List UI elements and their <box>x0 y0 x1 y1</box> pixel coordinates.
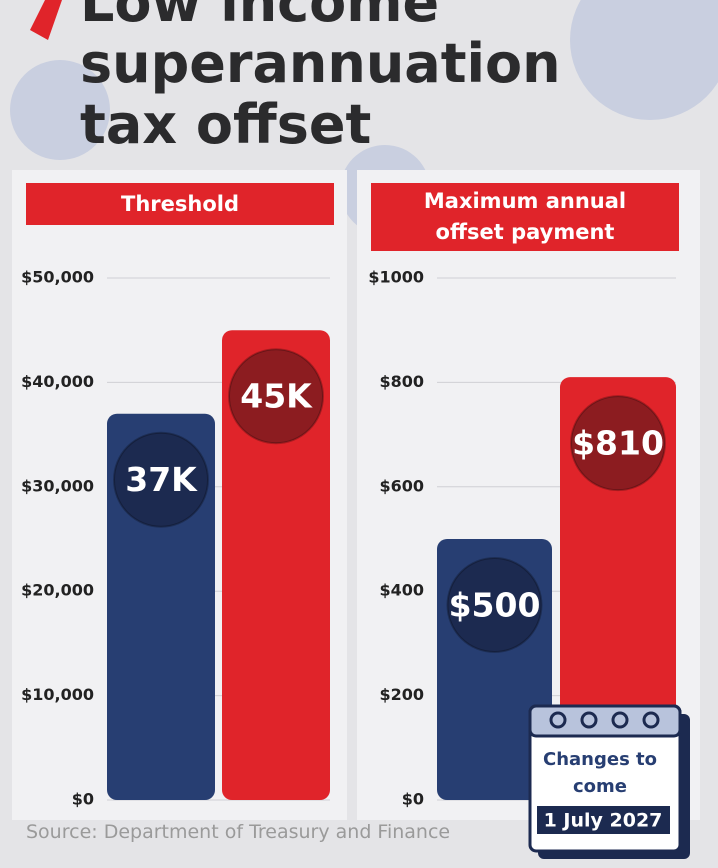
panel-header: Threshold <box>26 183 334 225</box>
value-label: $500 <box>449 586 541 625</box>
y-tick-label: $1000 <box>368 268 424 287</box>
calendar: Changes to come 1 July 2027 <box>528 704 690 859</box>
coin-decoration <box>570 0 718 120</box>
panel-header: Maximum annual offset payment <box>371 183 679 251</box>
y-tick-label: $50,000 <box>21 268 94 287</box>
page-title: Low income superannuation tax offset <box>80 0 561 156</box>
calendar-text: Changes to come <box>542 749 658 797</box>
value-label: $810 <box>572 424 664 463</box>
y-tick-label: $30,000 <box>21 476 94 495</box>
value-badge <box>228 348 324 445</box>
y-tick-label: $800 <box>379 372 424 391</box>
ring <box>642 711 660 729</box>
calendar-date: 1 July 2027 <box>544 810 663 832</box>
value-label: 45K <box>240 377 313 416</box>
date-band <box>537 806 670 834</box>
y-tick-label: $40,000 <box>21 372 94 391</box>
value-badge <box>446 557 543 653</box>
value-badge <box>570 395 666 492</box>
calendar-text-box: Changes to come <box>542 749 658 797</box>
calendar-top <box>528 704 682 738</box>
bar <box>222 330 330 800</box>
value-badge <box>113 431 209 528</box>
source-note: Source: Department of Treasury and Finan… <box>26 821 451 843</box>
coin-decoration <box>10 60 110 160</box>
logo <box>30 0 62 40</box>
ring <box>580 711 598 729</box>
bar <box>560 377 676 800</box>
y-tick-label: $20,000 <box>21 581 94 600</box>
value-label: 37K <box>125 460 198 499</box>
y-tick-label: $10,000 <box>21 685 94 704</box>
y-tick-label: $0 <box>402 790 424 809</box>
y-tick-label: $200 <box>379 685 424 704</box>
y-tick-label: $0 <box>72 790 94 809</box>
ring <box>611 711 629 729</box>
y-tick-label: $400 <box>379 581 424 600</box>
ring <box>549 711 567 729</box>
y-tick-label: $600 <box>379 476 424 495</box>
